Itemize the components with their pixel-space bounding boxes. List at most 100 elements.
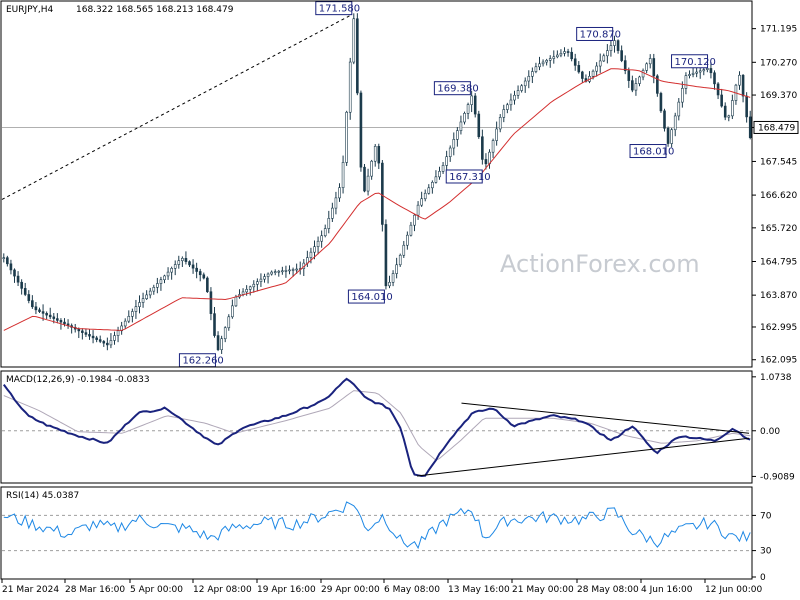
candle-body (84, 332, 88, 335)
candle-body (581, 71, 584, 79)
candle-body (6, 257, 9, 265)
candle-body (81, 330, 84, 333)
candle-body (559, 52, 563, 56)
candle-body (663, 110, 666, 129)
macd-triangle-trendline (461, 402, 750, 434)
candle-body (381, 162, 384, 225)
time-tick-label: 21 May 00:00 (512, 585, 574, 595)
candle-body (184, 258, 188, 262)
candle-body (63, 321, 66, 325)
candle-body (231, 305, 234, 318)
candle-body (616, 40, 620, 51)
price-tick-label: 165.720 (760, 224, 797, 234)
candle-body (602, 55, 606, 62)
candle-body (320, 235, 323, 242)
price-annotation-box (315, 1, 353, 16)
candle-body (195, 267, 198, 272)
current-price-label: 168.479 (758, 123, 795, 133)
candle-body (431, 182, 434, 189)
candle-body (548, 58, 552, 61)
candle-body (234, 296, 238, 307)
candle-body (684, 75, 688, 89)
candle-body (88, 334, 91, 337)
candle-body (348, 61, 352, 113)
price-annotation-box (671, 54, 709, 69)
macd-signal-line (3, 390, 751, 461)
candle-body (502, 109, 506, 118)
candle-body (398, 254, 402, 266)
price-tick-label: 171.195 (760, 25, 797, 35)
candle-body (613, 40, 616, 46)
candle-body (9, 263, 13, 271)
price-annotation-box (445, 169, 483, 184)
candle-body (41, 311, 45, 314)
candle-body (623, 60, 627, 71)
candle-body (670, 129, 673, 144)
candle-body (352, 18, 356, 63)
macd-tick-label: 1.0738 (760, 373, 792, 383)
rsi-tick-label: 70 (760, 511, 772, 521)
candle-body (638, 76, 641, 84)
candle-body (609, 45, 613, 51)
time-tick-label: 19 Apr 16:00 (257, 585, 316, 595)
candle-body (498, 117, 502, 130)
candle-body (198, 271, 202, 276)
candle-body (666, 128, 670, 144)
candle-body (441, 165, 445, 172)
candle-body (256, 281, 259, 285)
price-panel: 171.195 170.270 169.370 168.479 167.545 166.6… (1, 1, 799, 368)
candle-body (673, 115, 677, 131)
candle-body (473, 95, 477, 115)
watermark: ActionForex.com (500, 250, 700, 278)
candle-body (191, 264, 195, 269)
rsi-tick-label: 0 (760, 573, 766, 583)
candle-body (366, 175, 370, 192)
candle-body (95, 337, 98, 340)
candle-body (277, 270, 281, 273)
candle-body (52, 316, 56, 319)
candle-body (516, 90, 520, 96)
candle-body (595, 65, 598, 72)
candle-body (263, 276, 266, 280)
candle-body (259, 278, 263, 282)
candle-body (338, 187, 341, 199)
candle-body (384, 224, 388, 287)
candle-body (481, 136, 484, 160)
macd-tick-label: 0.00 (760, 427, 780, 437)
candle-body (159, 279, 163, 284)
price-tick-label: 169.370 (760, 91, 797, 101)
candle-body (538, 63, 541, 68)
candle-body (38, 309, 41, 312)
ohlc-label: 168.322 168.565 168.213 168.479 (76, 5, 234, 15)
candle-body (23, 288, 27, 295)
candle-body (688, 74, 691, 76)
candle-body (470, 95, 473, 105)
candle-body (427, 187, 431, 194)
candle-body (291, 269, 295, 271)
price-annotation-label: 167.310 (449, 172, 490, 183)
candle-body (223, 327, 227, 340)
candle-body (713, 72, 716, 85)
price-annotation-box (629, 144, 667, 159)
symbol-label: EURJPY,H4 (6, 5, 54, 15)
candle-body (248, 286, 252, 290)
time-tick-label: 12 Jun 00:00 (705, 585, 762, 595)
candle-body (59, 320, 63, 323)
candle-body (627, 70, 631, 81)
candle-body (620, 50, 623, 61)
price-annotation-label: 170.120 (675, 57, 716, 68)
candle-body (406, 234, 409, 246)
candle-body (166, 271, 170, 277)
candle-body (606, 50, 609, 57)
candle-body (313, 246, 316, 253)
candle-body (477, 113, 481, 138)
candle-body (345, 111, 348, 163)
candle-body (245, 289, 248, 293)
candle-body (266, 273, 270, 277)
candle-body (513, 94, 516, 101)
candle-body (213, 313, 216, 336)
macd-frame (0, 370, 753, 484)
candle-body (284, 270, 288, 272)
candle-body (138, 302, 141, 307)
candle-body (316, 240, 320, 247)
